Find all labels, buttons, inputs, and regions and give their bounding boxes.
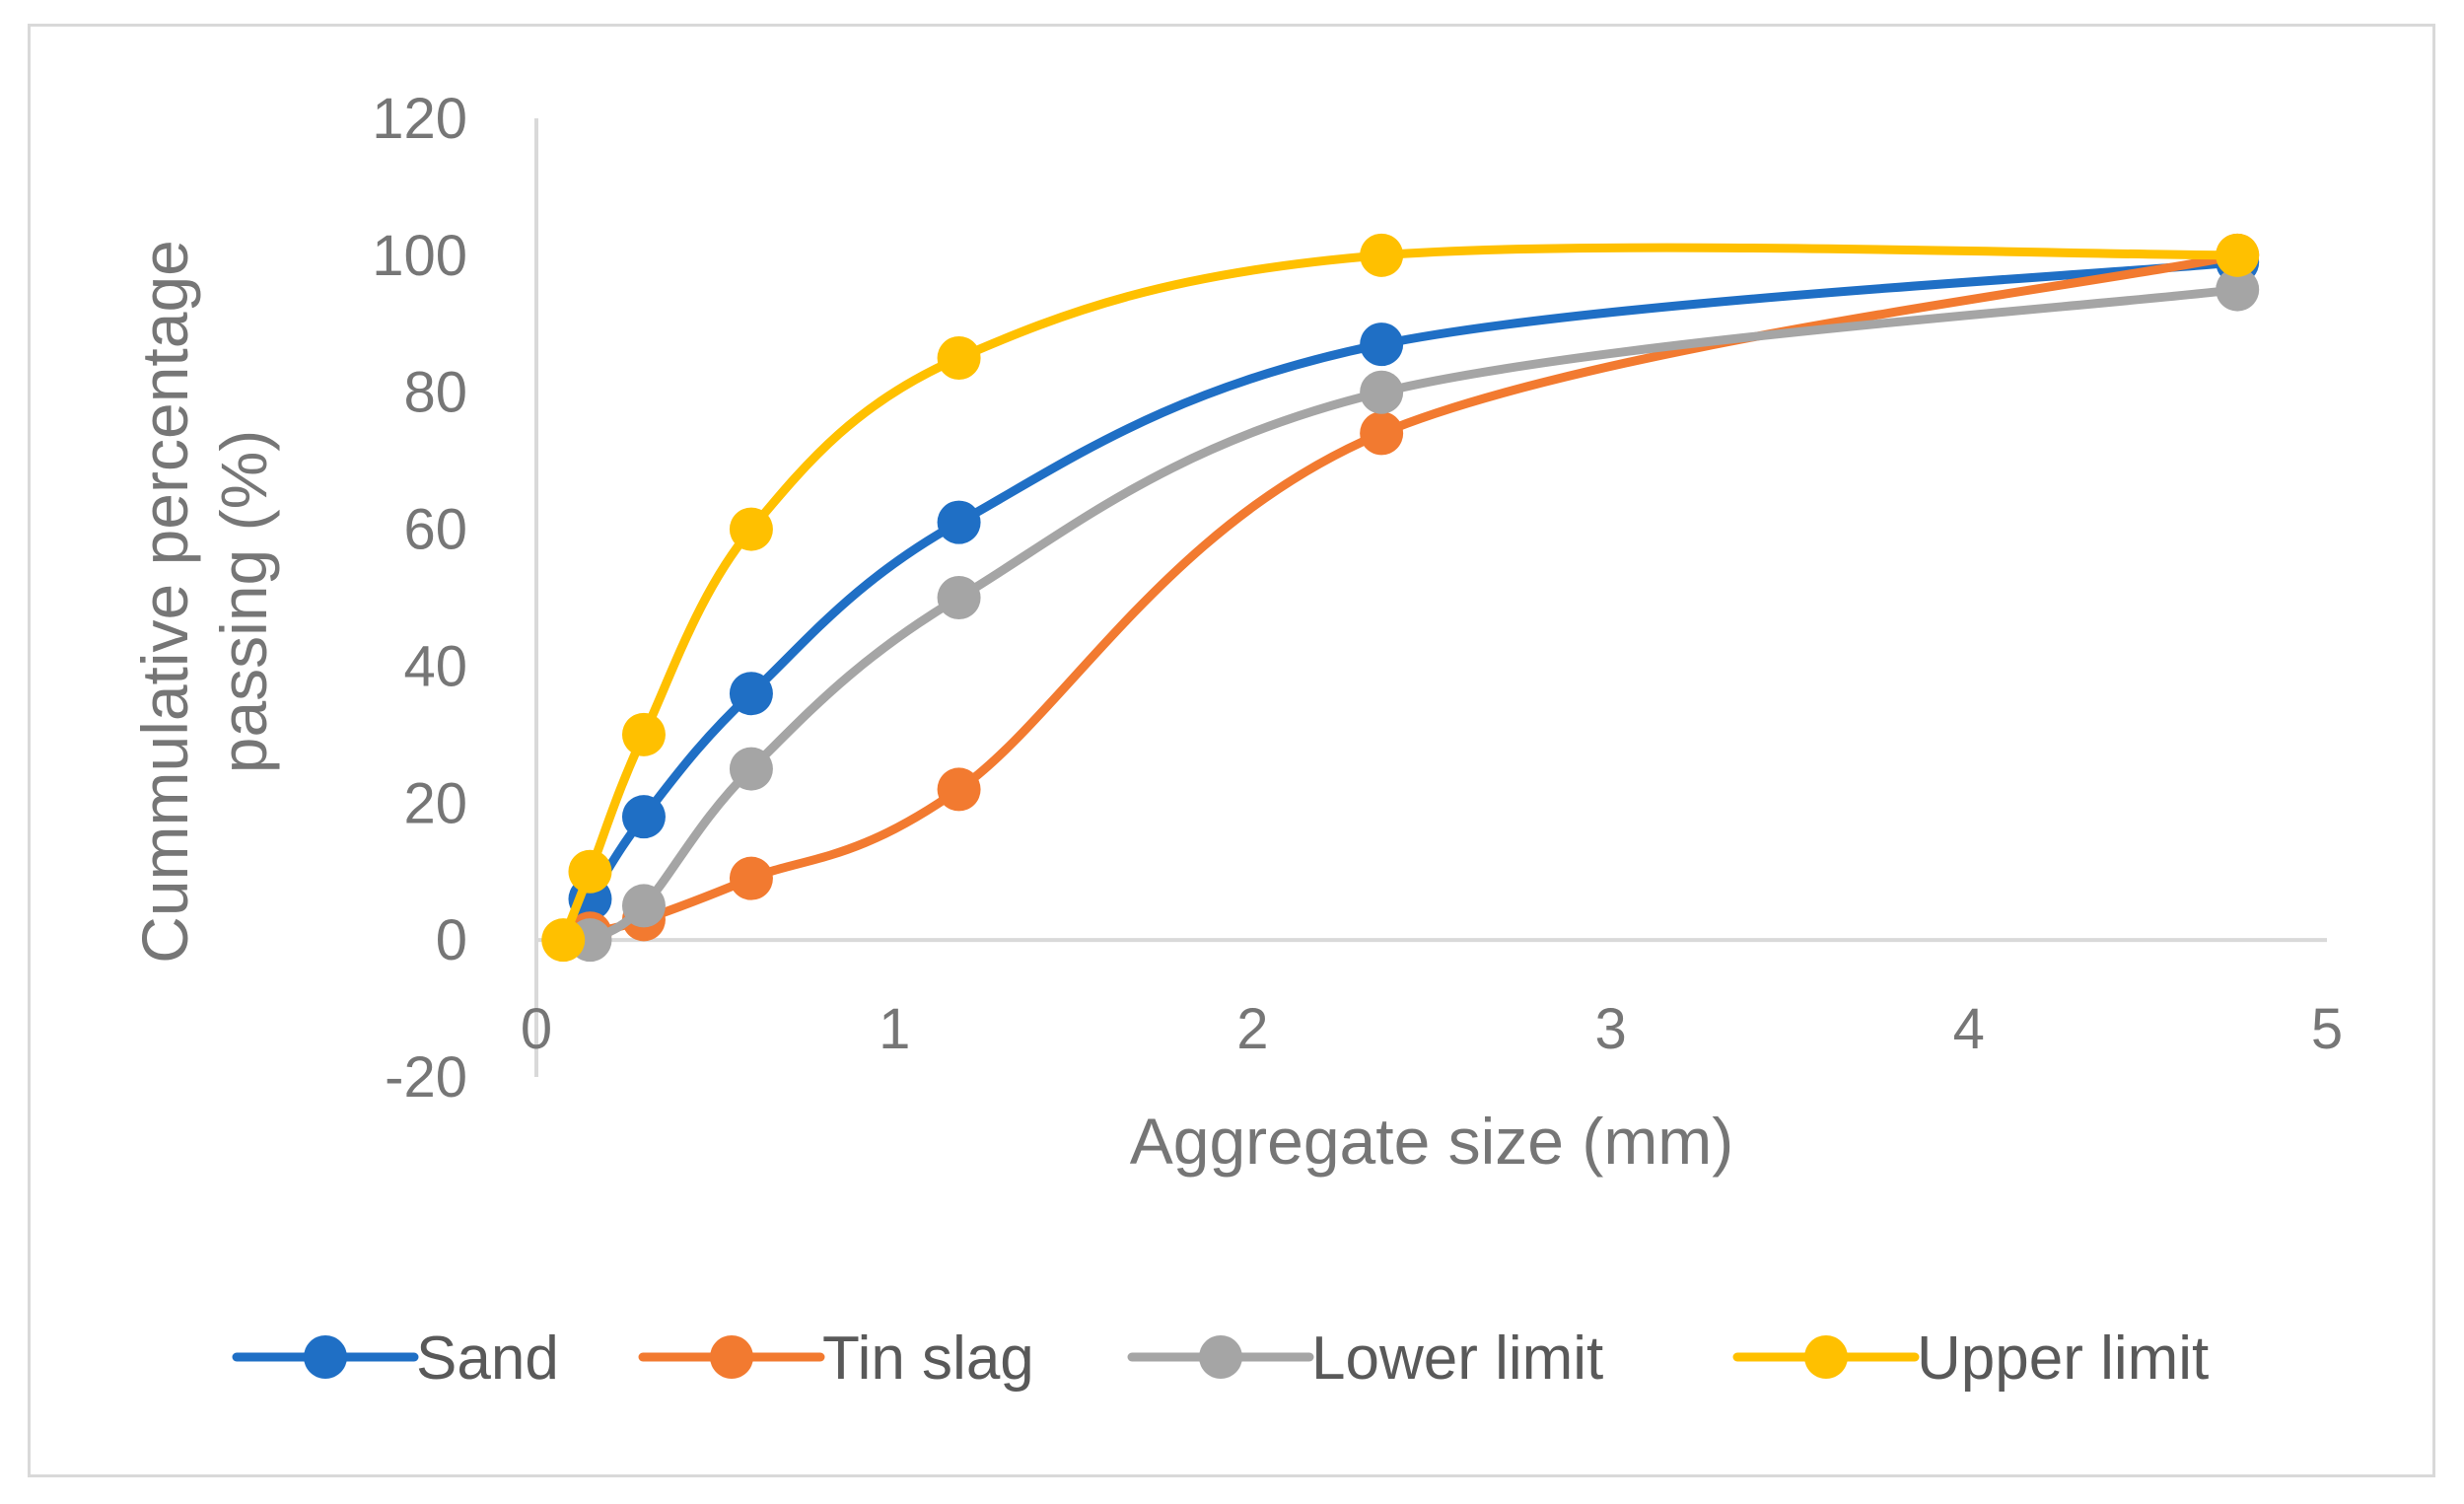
data-point-sand [937,500,981,544]
chart-frame [28,24,2435,1477]
legend-swatch-marker [1199,1335,1242,1379]
series-line-upper-limit [558,243,2242,945]
data-point-sand [621,795,666,839]
y-tick-label: -20 [385,1045,467,1110]
y-tick-label: 120 [372,87,467,151]
legend-entry-upper-limit: Upper limit [1732,1325,2209,1393]
y-axis-title: Cummulative percentage passing (%) [128,240,280,964]
y-tick-label: 100 [372,224,467,288]
x-tick-label: 0 [521,997,552,1061]
x-tick-label: 2 [1236,997,1268,1061]
legend-swatch-marker [1804,1335,1848,1379]
data-point-upper-limit [541,918,586,963]
data-point-lower-limit [937,576,981,619]
data-point-upper-limit [2216,233,2260,277]
data-point-lower-limit [729,747,773,791]
legend-label: Lower limit [1311,1325,1603,1393]
y-tick-label: 80 [403,361,467,425]
series-upper-limit [541,233,2260,963]
series-line-tin-slag [585,251,2242,938]
legend-entry-tin-slag: Tin slag [638,1325,1034,1393]
x-tick-label: 1 [879,997,910,1061]
data-point-sand [1360,322,1404,367]
legend-label: Upper limit [1917,1325,2209,1393]
data-point-upper-limit [1360,233,1404,277]
y-axis-title-line-1: Cummulative percentage [128,240,201,964]
series-line-sand [585,257,2242,903]
data-point-upper-limit [937,336,981,380]
y-tick-label: 60 [403,498,467,562]
legend-swatch-marker [304,1335,347,1379]
x-tick-label: 4 [1953,997,1985,1061]
series-sand [568,240,2260,921]
legend-swatch-marker [710,1335,753,1379]
data-point-upper-limit [621,712,666,756]
data-point-upper-limit [568,849,612,894]
data-point-lower-limit [2216,267,2260,312]
x-axis-title: Aggregate size (mm) [1130,1105,1734,1178]
legend: Sand Tin slag Lower limit Upper limit [232,1325,2209,1393]
legend-entry-sand: Sand [232,1325,559,1393]
data-point-upper-limit [729,507,773,551]
data-point-tin-slag [937,767,981,812]
x-tick-label: 5 [2311,997,2343,1061]
plot-area [541,233,2260,963]
y-tick-label: 20 [403,771,467,835]
data-point-sand [729,672,773,716]
x-tick-label: 3 [1594,997,1626,1061]
series-line-lower-limit [585,285,2242,945]
data-point-lower-limit [1360,370,1404,414]
legend-label: Sand [416,1325,559,1393]
y-tick-label: 0 [436,908,467,972]
y-axis-title-line-2: passing (%) [207,430,280,773]
data-point-lower-limit [621,884,666,928]
axes: -20 0 20 40 60 80 100 120 0 1 2 3 4 5 [372,87,2343,1110]
data-point-tin-slag [729,856,773,900]
data-point-tin-slag [1360,411,1404,456]
legend-label: Tin slag [822,1325,1034,1393]
legend-entry-lower-limit: Lower limit [1127,1325,1603,1393]
y-tick-label: 40 [403,634,467,698]
